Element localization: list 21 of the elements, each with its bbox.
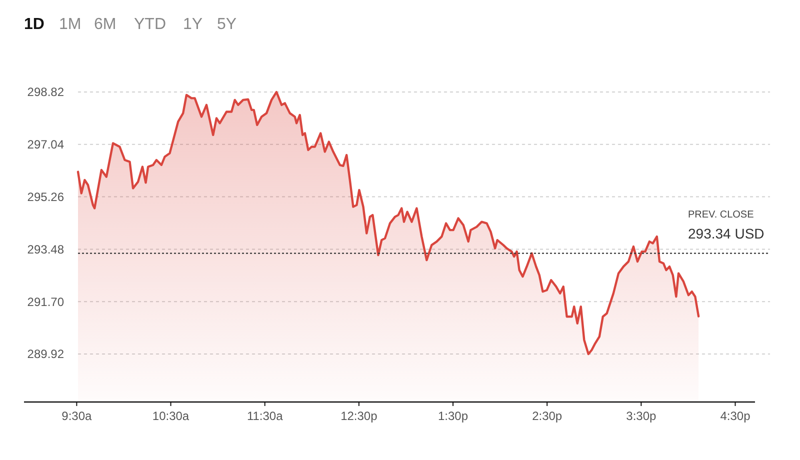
- x-tick-label: 1:30p: [438, 409, 468, 423]
- x-tick-label: 3:30p: [626, 409, 657, 423]
- x-tick-label: 10:30a: [152, 409, 190, 423]
- x-tick-label: 4:30p: [720, 409, 751, 423]
- text: 1Y: [183, 16, 203, 33]
- y-tick-label: 293.48: [27, 242, 64, 256]
- x-tick-label: 2:30p: [532, 409, 562, 423]
- text: YTD: [134, 16, 166, 33]
- text: 1D: [24, 16, 44, 33]
- x-tick-label: 9:30a: [62, 409, 92, 423]
- y-tick-label: 291.70: [27, 294, 64, 309]
- y-tick-label: 289.92: [27, 347, 64, 362]
- text: 6M: [94, 16, 116, 33]
- x-tick-label: 12:30p: [340, 409, 378, 423]
- x-tick-label: 11:30a: [246, 409, 284, 423]
- y-tick-label: 295.26: [27, 190, 64, 204]
- text: 1M: [59, 16, 82, 33]
- text: 5Y: [217, 16, 237, 33]
- y-tick-label: 298.82: [27, 85, 64, 100]
- y-tick-label: 297.04: [27, 138, 64, 152]
- ref-line-label: PREV. CLOSE 293.34 USD: [688, 209, 764, 242]
